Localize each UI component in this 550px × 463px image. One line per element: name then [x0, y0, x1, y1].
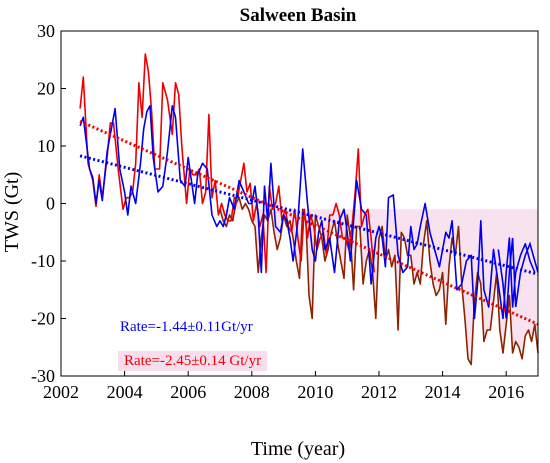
shaded-area — [220, 197, 538, 365]
x-tick-label: 2014 — [425, 382, 461, 402]
y-tick-label: -30 — [31, 366, 55, 386]
x-tick-label: 2004 — [107, 382, 143, 402]
blue-rate-annotation: Rate=-1.44±0.11Gt/yr — [120, 319, 253, 335]
y-tick-label: 20 — [37, 79, 55, 99]
y-tick-label: 10 — [37, 136, 55, 156]
chart-title: Salween Basin — [240, 5, 357, 26]
x-tick-label: 2010 — [297, 382, 333, 402]
brown-fill-area — [220, 197, 538, 365]
blue-series-line — [79, 105, 536, 320]
y-tick-label: 0 — [46, 194, 55, 214]
x-axis: 2002 2004 2006 2008 2010 2012 2014 2016 — [43, 371, 524, 402]
brown-series-line — [219, 196, 539, 366]
x-tick-label: 2008 — [234, 382, 270, 402]
x-tick-label: 2002 — [43, 382, 79, 402]
x-tick-label: 2012 — [361, 382, 397, 402]
y-tick-label: 30 — [37, 21, 55, 41]
y-axis-label: TWS (Gt) — [1, 172, 23, 253]
blue-series-line-tail — [497, 237, 539, 319]
red-annotation-highlight — [118, 351, 268, 371]
plot-area: 2002 2004 2006 2008 2010 2012 2014 2016 -30-20-… — [31, 21, 539, 402]
y-tick-label: -10 — [31, 251, 55, 271]
legend-annotations: Rate=-1.44±0.11Gt/yr Rate=-2.45±0.14 Gt/… — [118, 319, 268, 371]
x-tick-label: 2016 — [488, 382, 524, 402]
y-axis: -30 -20 -10 0 10 20 30 — [31, 21, 66, 386]
x-tick-label: 2006 — [170, 382, 206, 402]
y-tick-label: -20 — [31, 309, 55, 329]
series-layer — [79, 53, 539, 366]
red-rate-annotation: Rate=-2.45±0.14 Gt/yr — [124, 353, 261, 369]
x-axis-label: Time (year) — [251, 438, 345, 460]
